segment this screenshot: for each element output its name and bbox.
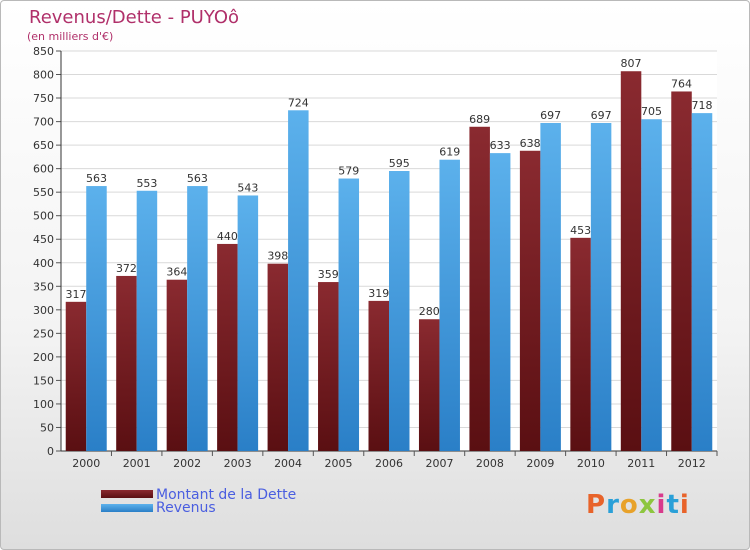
- data-label-dette: 764: [671, 77, 692, 90]
- x-tick-label: 2005: [325, 457, 353, 470]
- data-label-dette: 364: [166, 266, 187, 279]
- x-tick-label: 2008: [476, 457, 504, 470]
- y-tick-label: 850: [33, 45, 54, 58]
- data-label-revenus: 579: [338, 165, 359, 178]
- bar-revenus: [590, 123, 612, 451]
- x-tick-label: 2009: [526, 457, 554, 470]
- logo-letter: P: [586, 490, 607, 520]
- logo-letter: i: [656, 490, 667, 520]
- x-tick-label: 2007: [425, 457, 453, 470]
- y-tick-label: 700: [33, 116, 54, 129]
- data-label-revenus: 619: [439, 146, 460, 159]
- y-tick-label: 800: [33, 69, 54, 82]
- proxiti-logo: Proxiti: [586, 490, 690, 520]
- data-label-dette: 319: [368, 287, 389, 300]
- bar-dette: [116, 275, 137, 451]
- data-label-revenus: 718: [692, 99, 713, 112]
- bar-revenus: [338, 178, 360, 451]
- data-label-revenus: 543: [237, 181, 258, 194]
- logo-letter: o: [619, 490, 639, 520]
- bar-revenus: [389, 171, 410, 451]
- logo-letter: i: [679, 490, 690, 520]
- y-tick-label: 600: [33, 163, 54, 176]
- data-label-revenus: 595: [389, 157, 410, 170]
- bar-revenus: [489, 153, 511, 451]
- y-tick-label: 100: [33, 398, 54, 411]
- bar-dette: [570, 237, 591, 451]
- data-label-dette: 689: [469, 113, 490, 126]
- legend-label-revenus: Revenus: [156, 500, 216, 516]
- bar-revenus: [237, 195, 259, 451]
- x-tick-label: 2010: [577, 457, 605, 470]
- bar-dette: [217, 243, 238, 451]
- bar-dette: [671, 91, 692, 452]
- data-label-dette: 317: [65, 288, 86, 301]
- chart-subtitle: (en milliers d'€): [27, 30, 114, 43]
- y-tick-label: 300: [33, 304, 54, 317]
- bar-revenus: [288, 110, 309, 451]
- chart-title: Revenus/Dette - PUYOô: [29, 7, 240, 28]
- x-tick-label: 2003: [224, 457, 252, 470]
- data-label-dette: 807: [621, 57, 642, 70]
- data-label-dette: 440: [217, 230, 238, 243]
- x-tick-label: 2002: [173, 457, 201, 470]
- bar-dette: [368, 300, 389, 451]
- bar-dette: [620, 71, 642, 451]
- y-tick-label: 650: [33, 139, 54, 152]
- bar-dette: [166, 279, 188, 451]
- data-label-dette: 638: [520, 137, 541, 150]
- logo-letter: t: [666, 490, 680, 520]
- y-tick-label: 400: [33, 257, 54, 270]
- logo-letter: r: [606, 490, 620, 520]
- bar-revenus: [136, 190, 158, 451]
- data-label-revenus: 553: [136, 177, 157, 190]
- bar-dette: [519, 150, 541, 451]
- bar-revenus: [86, 186, 107, 451]
- y-tick-label: 0: [47, 445, 54, 458]
- data-label-dette: 280: [419, 305, 440, 318]
- data-label-revenus: 563: [187, 172, 208, 185]
- bar-dette: [65, 301, 87, 451]
- y-tick-label: 50: [40, 421, 54, 434]
- bar-dette: [418, 319, 440, 451]
- data-label-revenus: 563: [86, 172, 107, 185]
- bar-revenus: [187, 186, 208, 451]
- x-tick-label: 2004: [274, 457, 302, 470]
- x-tick-label: 2000: [72, 457, 100, 470]
- x-tick-label: 2001: [123, 457, 151, 470]
- data-label-revenus: 697: [591, 109, 612, 122]
- y-tick-label: 750: [33, 92, 54, 105]
- bar-dette: [469, 126, 490, 451]
- bar-revenus: [439, 159, 460, 452]
- x-tick-label: 2011: [627, 457, 655, 470]
- y-tick-label: 250: [33, 327, 54, 340]
- y-tick-label: 500: [33, 210, 54, 223]
- data-label-dette: 398: [267, 250, 288, 263]
- data-label-dette: 372: [116, 262, 137, 275]
- bar-revenus: [540, 123, 561, 451]
- data-label-dette: 359: [318, 268, 339, 281]
- legend-swatch-dette: [101, 490, 153, 498]
- data-label-revenus: 633: [490, 139, 511, 152]
- legend-swatch-revenus: [101, 504, 153, 512]
- bar-dette: [267, 263, 289, 451]
- x-tick-label: 2012: [678, 457, 706, 470]
- logo-letter: x: [638, 490, 657, 520]
- x-tick-label: 2006: [375, 457, 403, 470]
- data-label-revenus: 697: [540, 109, 561, 122]
- bar-revenus: [641, 119, 662, 451]
- y-tick-label: 550: [33, 186, 54, 199]
- y-tick-label: 200: [33, 351, 54, 364]
- bar-revenus: [691, 113, 713, 451]
- data-label-dette: 453: [570, 224, 591, 237]
- legend-label-dette: Montant de la Dette: [156, 487, 297, 503]
- y-tick-label: 350: [33, 280, 54, 293]
- bar-dette: [318, 282, 339, 451]
- y-tick-label: 450: [33, 233, 54, 246]
- y-tick-label: 150: [33, 374, 54, 387]
- data-label-revenus: 705: [641, 105, 662, 118]
- data-label-revenus: 724: [288, 96, 309, 109]
